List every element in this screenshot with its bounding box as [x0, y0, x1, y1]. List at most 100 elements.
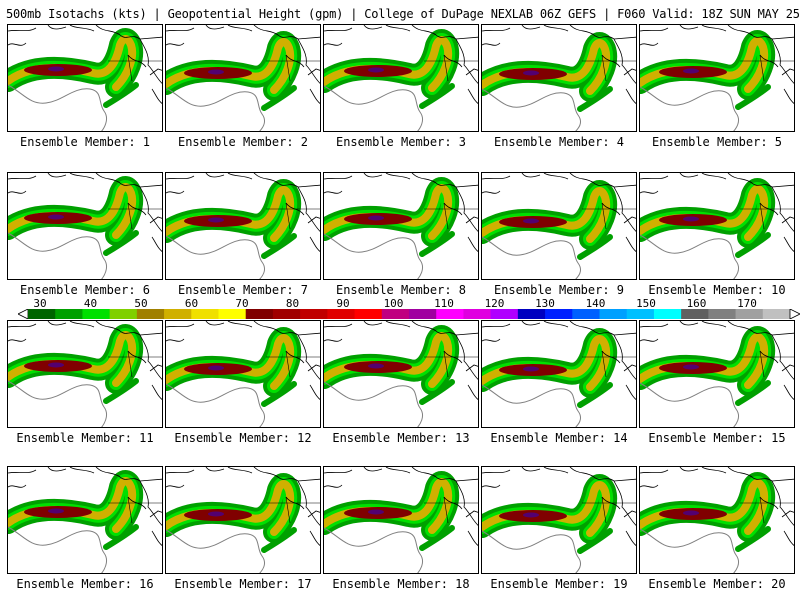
colorbar-swatch	[735, 309, 764, 319]
height-contour	[482, 236, 581, 279]
member-caption: Ensemble Member: 7	[177, 283, 309, 297]
jet-streak	[735, 380, 771, 406]
ensemble-map-panel	[323, 466, 479, 574]
height-contour	[166, 235, 265, 279]
colorbar-swatch	[653, 309, 682, 319]
state-borders	[740, 54, 794, 82]
jet-core-max	[523, 218, 539, 224]
state-borders	[424, 54, 478, 82]
jet-core-max	[523, 366, 539, 372]
height-contour	[324, 381, 423, 427]
jet-core-max	[683, 68, 699, 74]
jet-streak	[577, 528, 613, 554]
jet-streak	[103, 230, 139, 256]
ensemble-map-panel	[323, 24, 479, 132]
jet-core-max	[368, 67, 384, 73]
jet-streak	[577, 382, 613, 408]
jet-streak	[577, 86, 613, 112]
height-contour	[482, 384, 581, 427]
jet-streak	[261, 527, 297, 553]
jet-core-max	[523, 512, 539, 518]
state-borders	[266, 496, 320, 524]
member-caption: Ensemble Member: 16	[16, 577, 154, 591]
height-contour	[324, 233, 423, 279]
height-contour	[482, 530, 581, 573]
member-caption: Ensemble Member: 20	[648, 577, 786, 591]
ensemble-map-panel	[7, 24, 163, 132]
jet-core-max	[208, 217, 224, 223]
colorbar-tick-label: 90	[336, 297, 350, 310]
state-borders	[108, 202, 162, 230]
colorbar-tick-label: 110	[434, 297, 454, 310]
colorbar-swatch	[490, 309, 519, 319]
ensemble-map-panel	[481, 24, 637, 132]
height-contour	[8, 380, 107, 427]
colorbar-tick-label: 80	[285, 297, 300, 310]
height-contour	[8, 84, 107, 131]
colorbar-arrow-right	[789, 309, 800, 319]
state-borders	[424, 496, 478, 524]
jet-core-max	[208, 69, 224, 75]
ensemble-map-panel	[639, 24, 795, 132]
colorbar-swatch	[164, 309, 192, 319]
height-contour	[8, 526, 107, 573]
member-caption: Ensemble Member: 9	[493, 283, 625, 297]
colorbar-tick-label: 40	[83, 297, 98, 310]
colorbar-swatch	[55, 309, 83, 319]
colorbar-swatch	[545, 309, 573, 319]
jet-core-max	[683, 364, 699, 370]
colorbar-swatch	[762, 309, 791, 319]
jet-core-max	[368, 363, 384, 369]
member-caption: Ensemble Member: 13	[332, 431, 470, 445]
member-caption: Ensemble Member: 11	[16, 431, 154, 445]
ensemble-map-panel	[165, 466, 321, 574]
state-borders	[266, 54, 320, 82]
colorbar-swatch	[300, 309, 328, 319]
ensemble-map-panel	[481, 466, 637, 574]
member-caption: Ensemble Member: 15	[648, 431, 786, 445]
state-borders	[740, 202, 794, 230]
colorbar-tick-label: 100	[383, 297, 404, 310]
jet-streak	[735, 84, 771, 110]
ensemble-map-panel	[639, 320, 795, 428]
colorbar-swatch	[245, 309, 274, 319]
colorbar-tick-label: 160	[686, 297, 707, 310]
jet-core-max	[48, 362, 64, 368]
colorbar	[18, 309, 800, 319]
member-caption: Ensemble Member: 6	[19, 283, 151, 297]
colorbar-swatch	[381, 309, 410, 319]
jet-core-max	[208, 511, 224, 517]
jet-streak	[103, 524, 139, 550]
jet-core-max	[48, 214, 64, 220]
colorbar-swatch	[136, 309, 165, 319]
jet-streak	[735, 526, 771, 552]
state-borders	[108, 496, 162, 524]
height-contour	[324, 85, 423, 131]
member-caption: Ensemble Member: 17	[174, 577, 312, 591]
jet-streak	[261, 381, 297, 407]
ensemble-map-panel	[481, 172, 637, 280]
member-caption: Ensemble Member: 19	[490, 577, 628, 591]
state-borders	[740, 496, 794, 524]
jet-core-max	[368, 215, 384, 221]
jet-core-max	[523, 70, 539, 76]
ensemble-map-panel	[639, 172, 795, 280]
jet-streak	[103, 378, 139, 404]
jet-core-max	[683, 510, 699, 516]
member-caption: Ensemble Member: 2	[177, 135, 309, 149]
member-caption: Ensemble Member: 18	[332, 577, 470, 591]
state-borders	[740, 350, 794, 378]
colorbar-swatch	[517, 309, 546, 319]
member-caption: Ensemble Member: 8	[335, 283, 467, 297]
height-contour	[324, 527, 423, 573]
jet-core-max	[368, 509, 384, 515]
colorbar-tick-label: 70	[235, 297, 249, 310]
height-contour	[640, 528, 739, 573]
colorbar-tick-label: 130	[535, 297, 555, 310]
colorbar-swatch	[354, 309, 383, 319]
colorbar-swatch	[327, 309, 356, 319]
jet-streak	[419, 525, 455, 551]
jet-streak	[261, 85, 297, 111]
ensemble-map-panel	[7, 320, 163, 428]
colorbar-swatch	[463, 309, 492, 319]
